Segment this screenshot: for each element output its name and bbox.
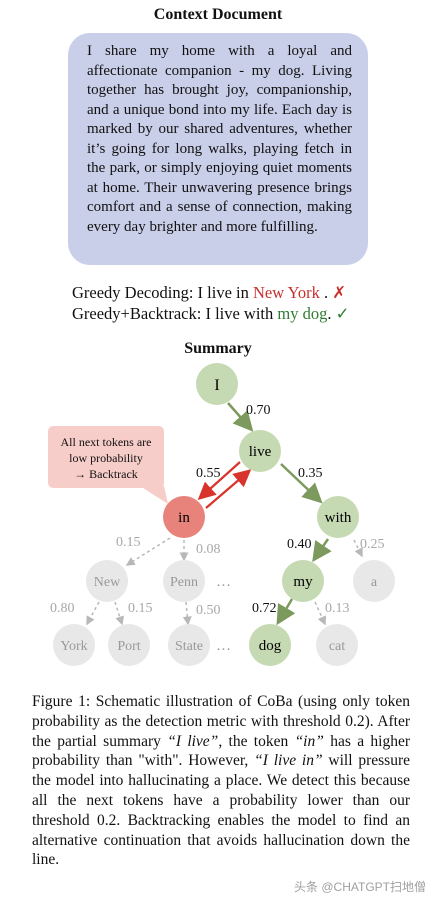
prob-with-a: 0.25 — [360, 537, 385, 552]
caption-part-2: , the token — [218, 732, 295, 750]
node-state: State — [168, 624, 210, 666]
cross-mark-icon: ✗ — [332, 283, 347, 302]
context-document-title: Context Document — [153, 6, 283, 23]
svg-text:live: live — [249, 444, 272, 460]
edge-backtrack — [205, 469, 252, 509]
svg-text:cat: cat — [329, 639, 345, 654]
caption-part-1: Figure 1: Schematic illustration of CoBa… — [32, 693, 410, 750]
ellipsis-row3: … — [216, 574, 231, 590]
caption-quote-i-live-in: “I live in” — [254, 752, 323, 770]
caption-part-4: will pressure the model into hallucinati… — [32, 752, 410, 869]
prob-penn-state: 0.50 — [196, 603, 221, 618]
token-tree-diagram: All next tokens are low probability → Ba… — [48, 363, 395, 666]
context-document-text: I share my home with a loyal and affecti… — [87, 43, 352, 235]
svg-text:dog: dog — [259, 638, 282, 654]
caption-quote-in: “in” — [294, 732, 324, 750]
callout-line-1: All next tokens are — [61, 435, 152, 449]
node-york: York — [53, 624, 95, 666]
svg-text:York: York — [60, 639, 87, 654]
callout-line-3: → Backtrack — [74, 467, 138, 481]
edge-i-live — [227, 402, 254, 432]
edge-my-cat — [314, 601, 326, 626]
greedy-label: Greedy Decoding: I live in — [72, 283, 253, 302]
prob-i-live: 0.70 — [246, 403, 271, 418]
summary-title: Summary — [184, 340, 252, 357]
svg-text:Penn: Penn — [170, 575, 198, 590]
caption-quote-i-live: “I live” — [167, 732, 219, 750]
node-penn: Penn — [163, 560, 205, 602]
context-document-box: I share my home with a loyal and affecti… — [68, 33, 368, 265]
node-a: a — [353, 560, 395, 602]
prob-with-my: 0.40 — [287, 537, 312, 552]
node-my: my — [282, 560, 324, 602]
backtrack-output: my dog — [277, 304, 328, 323]
svg-text:State: State — [175, 639, 203, 654]
prob-in-new: 0.15 — [116, 535, 141, 550]
prob-new-port: 0.15 — [128, 601, 153, 616]
edge-my-dog — [276, 598, 296, 626]
greedy-output: New York — [252, 283, 320, 302]
node-live: live — [239, 430, 281, 472]
watermark: 头条 @CHATGPT扫地僧 — [294, 880, 426, 894]
prob-my-cat: 0.13 — [325, 601, 350, 616]
edge-penn-state — [182, 601, 192, 626]
edge-with-my — [312, 538, 332, 563]
backtrack-label: Greedy+Backtrack: I live with — [72, 304, 278, 323]
ellipsis-row4: … — [216, 638, 231, 654]
node-cat: cat — [316, 624, 358, 666]
prob-in-penn: 0.08 — [196, 542, 221, 557]
greedy-decoding-line: Greedy Decoding: I live in New York . ✗ — [72, 283, 346, 303]
edge-in-new — [125, 537, 171, 566]
greedy-suffix: . — [319, 283, 333, 302]
prob-new-york: 0.80 — [50, 601, 75, 616]
prob-my-dog: 0.72 — [252, 601, 277, 616]
svg-text:my: my — [293, 574, 313, 590]
node-i: I — [196, 363, 238, 405]
figure-caption: Figure 1: Schematic illustration of CoBa… — [32, 692, 410, 870]
edge-live-in — [197, 461, 241, 500]
node-port: Port — [108, 624, 150, 666]
node-with: with — [317, 496, 359, 538]
backtrack-suffix: . — [327, 304, 336, 323]
node-new: New — [86, 560, 128, 602]
node-dog: dog — [249, 624, 291, 666]
node-in: in — [163, 496, 205, 538]
prob-live-with: 0.35 — [298, 466, 323, 481]
edge-new-port — [114, 601, 125, 626]
greedy-backtrack-line: Greedy+Backtrack: I live with my dog. ✓ — [72, 304, 349, 324]
svg-text:Port: Port — [117, 639, 140, 654]
edge-new-york — [86, 601, 100, 626]
svg-text:with: with — [325, 510, 352, 526]
edge-live-with — [280, 463, 323, 504]
check-mark-icon: ✓ — [335, 304, 350, 323]
svg-text:I: I — [214, 377, 219, 394]
prob-live-in: 0.55 — [196, 466, 221, 481]
callout-line-2: low probability — [69, 451, 143, 465]
svg-text:New: New — [94, 575, 121, 590]
backtrack-callout: All next tokens are low probability → Ba… — [48, 426, 168, 504]
edge-with-a — [353, 539, 363, 558]
svg-text:a: a — [371, 575, 378, 590]
svg-text:in: in — [178, 510, 190, 526]
caption-part-3: has a higher probability than "with". Ho… — [32, 732, 411, 770]
